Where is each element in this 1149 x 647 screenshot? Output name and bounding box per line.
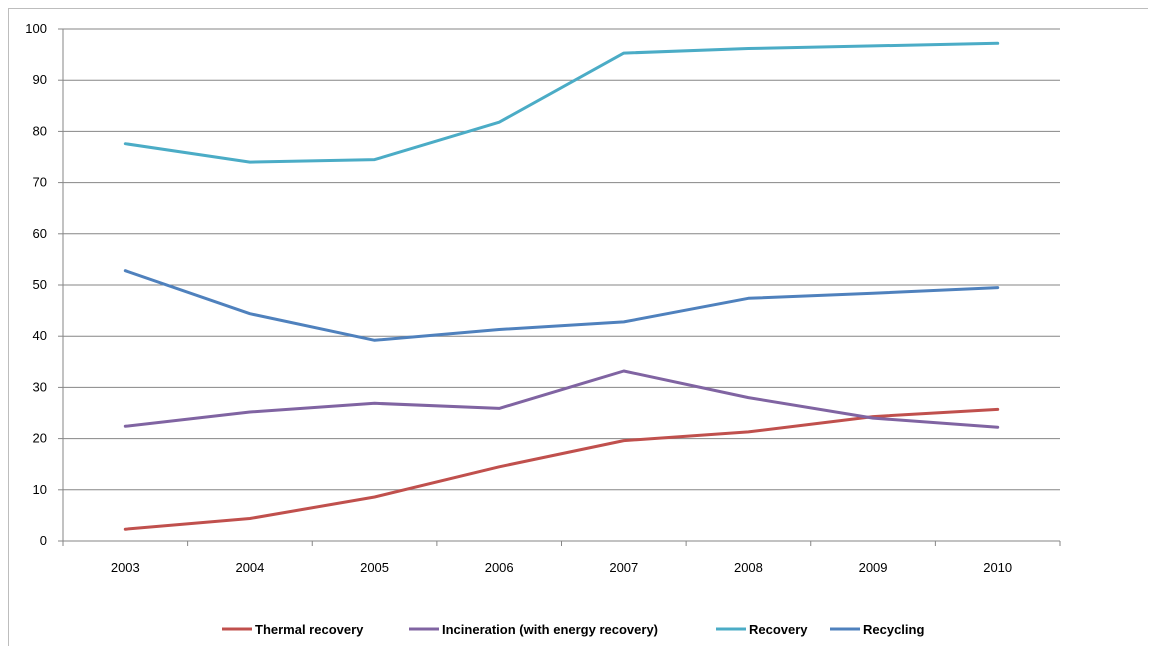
axes: 0 10 20 30 40 50 60 70 80 90 100 2003 2004 2005 2006 20…: [25, 21, 1061, 575]
x-tick-label: 2006: [485, 560, 514, 575]
series-line-incineration-with-energy-recovery: [123, 369, 1000, 429]
legend-label: Thermal recovery: [255, 622, 364, 637]
y-tick-label: 100: [25, 21, 47, 36]
series-line-recycling: [123, 269, 1000, 342]
x-tick-label: 2009: [859, 560, 888, 575]
x-tick-label: 2008: [734, 560, 763, 575]
legend-label: Recycling: [863, 622, 924, 637]
legend: Thermal recovery Incineration (with energ…: [222, 622, 924, 637]
series-line-recovery: [123, 41, 1000, 164]
y-tick-label: 70: [33, 175, 47, 190]
x-tick-label: 2010: [983, 560, 1012, 575]
x-tick-label: 2003: [111, 560, 140, 575]
x-tick-label: 2007: [609, 560, 638, 575]
gridlines: [63, 28, 1060, 491]
legend-item-recycling: Recycling: [830, 622, 924, 637]
legend-item-incineration-with-energy-recovery: Incineration (with energy recovery): [409, 622, 658, 637]
y-tick-label: 10: [33, 482, 47, 497]
y-tick-label: 30: [33, 379, 47, 394]
y-tick-label: 20: [33, 431, 47, 446]
y-tick-label: 0: [40, 533, 47, 548]
legend-label: Incineration (with energy recovery): [442, 622, 658, 637]
y-tick-label: 90: [33, 72, 47, 87]
legend-item-recovery: Recovery: [716, 622, 808, 637]
series-lines: [123, 41, 1000, 531]
series-line-thermal-recovery: [123, 407, 1000, 531]
legend-item-thermal-recovery: Thermal recovery: [222, 622, 364, 637]
y-tick-label: 50: [33, 277, 47, 292]
legend-label: Recovery: [749, 622, 808, 637]
chart-frame: [8, 8, 1148, 646]
x-tick-label: 2005: [360, 560, 389, 575]
y-tick-label: 60: [33, 226, 47, 241]
y-tick-label: 80: [33, 123, 47, 138]
x-tick-label: 2004: [235, 560, 264, 575]
y-tick-label: 40: [33, 328, 47, 343]
